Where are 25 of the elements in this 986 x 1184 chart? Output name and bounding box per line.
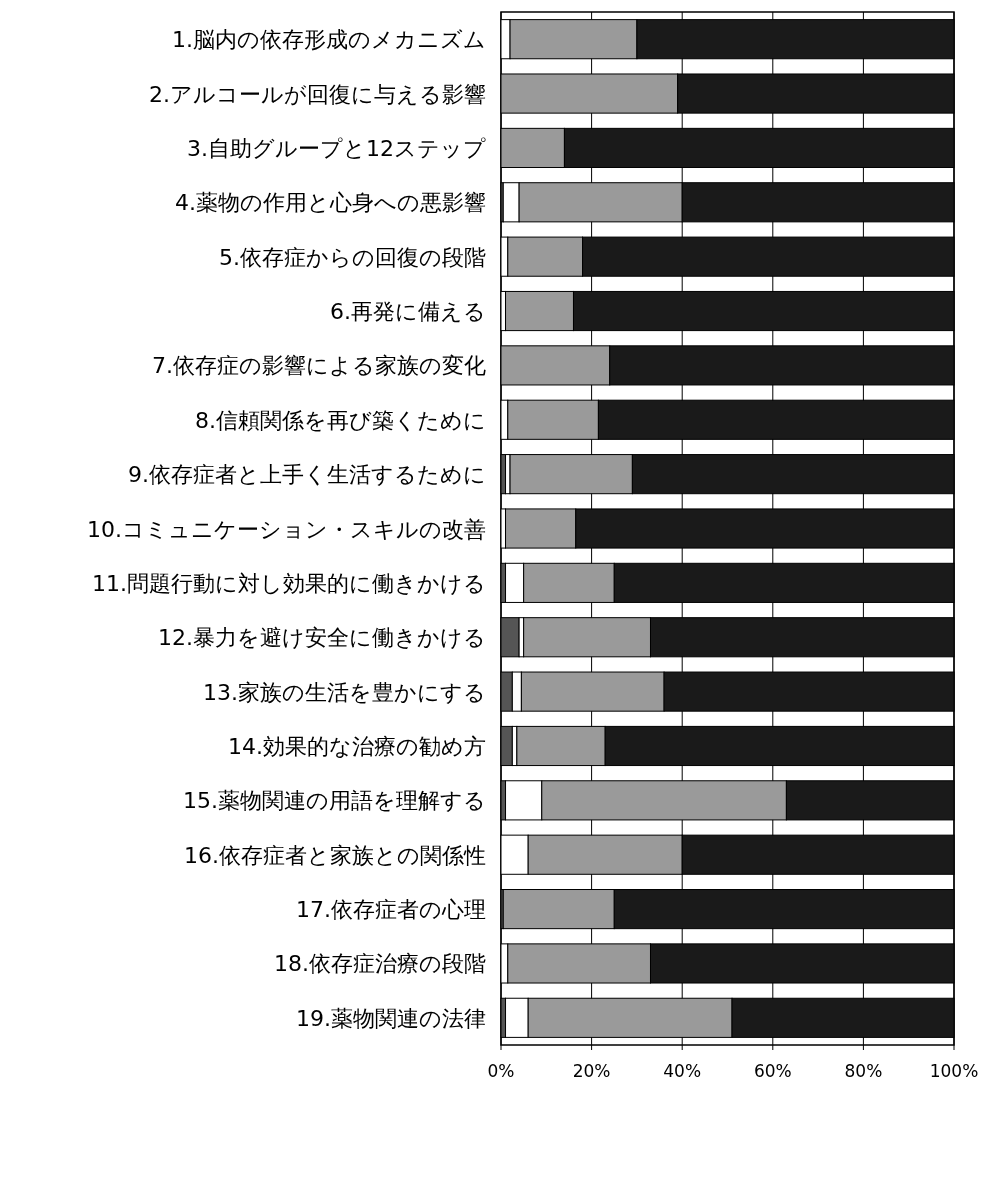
y-tick-label: 3.自助グループと12ステップ (187, 135, 486, 161)
y-tick-label: 1.脳内の依存形成のメカニズム (172, 27, 486, 53)
y-tick-label: 8.信頼関係を再び築くために (195, 407, 486, 433)
y-tick-label: 17.依存症者の心理 (296, 897, 486, 923)
y-tick-label: 15.薬物関連の用語を理解する (183, 788, 486, 814)
x-tick-label: 20% (572, 1061, 611, 1081)
y-tick-label: 14.効果的な治療の勧め方 (228, 733, 486, 759)
x-tick-label: 80% (844, 1061, 883, 1081)
y-tick-label: 2.アルコールが回復に与える影響 (149, 81, 486, 107)
x-tick-label: 60% (753, 1061, 792, 1081)
x-tick-label: 0% (487, 1061, 515, 1081)
y-tick-label: 9.依存症者と上手く生活するために (128, 462, 486, 488)
y-tick-label: 18.依存症治療の段階 (274, 951, 486, 977)
x-tick-label: 40% (663, 1061, 702, 1081)
y-tick-label: 13.家族の生活を豊かにする (203, 679, 486, 705)
y-tick-label: 19.薬物関連の法律 (296, 1005, 486, 1031)
y-tick-label: 4.薬物の作用と心身への悪影響 (175, 190, 486, 216)
x-tick-label: 100% (929, 1061, 979, 1081)
y-tick-label: 12.暴力を避け安全に働きかける (158, 625, 486, 651)
y-tick-label: 5.依存症からの回復の段階 (219, 244, 486, 270)
y-tick-label: 10.コミュニケーション・スキルの改善 (87, 516, 486, 542)
y-tick-label: 7.依存症の影響による家族の変化 (152, 353, 486, 379)
y-tick-label: 11.問題行動に対し効果的に働きかける (92, 570, 486, 596)
y-tick-label: 6.再発に備える (330, 299, 486, 325)
y-tick-label: 16.依存症者と家族との関係性 (184, 842, 486, 868)
